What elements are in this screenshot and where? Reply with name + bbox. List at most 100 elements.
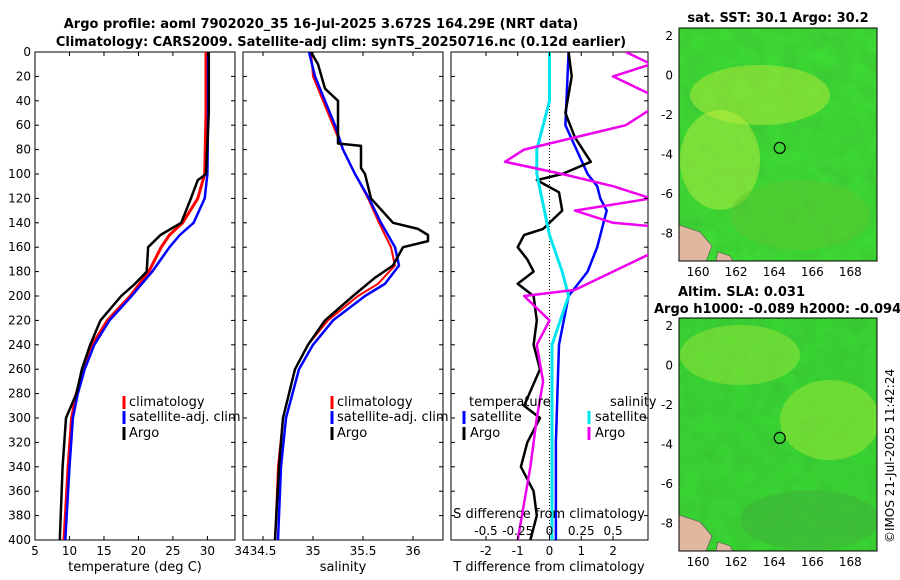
map-y-tick-label: 0: [665, 358, 673, 372]
series-line-temperature-satellite: [554, 52, 608, 540]
y-tick-label: 180: [8, 265, 31, 279]
y-tick-label: 200: [8, 289, 31, 303]
map-y-tick-label: -2: [661, 108, 673, 122]
map-y-tick-label: -4: [661, 437, 673, 451]
x-tick-label: 20: [131, 544, 146, 558]
map-y-tick-label: 0: [665, 68, 673, 82]
map-y-tick-label: -8: [661, 516, 673, 530]
x-tick-label: 30: [200, 544, 215, 558]
map-x-tick-label: 162: [725, 555, 748, 569]
y-tick-label: 80: [16, 143, 31, 157]
x-tick-label: 0: [546, 544, 554, 558]
series-line-argo: [58, 52, 211, 540]
map-x-tick-label: 168: [839, 555, 862, 569]
map-x-tick-label: 164: [763, 265, 786, 279]
y-tick-label: 220: [8, 313, 31, 327]
land-mass: [715, 541, 734, 551]
y-tick-label: 60: [16, 118, 31, 132]
y-tick-label: 0: [23, 45, 31, 59]
x-tick-label: 15: [96, 544, 111, 558]
x-tick-label: 10: [62, 544, 77, 558]
s-tick-label: 0.25: [568, 524, 595, 538]
x-tick-label: 34.5: [250, 544, 277, 558]
map-y-tick-label: -2: [661, 398, 673, 412]
x-tick-label: 36: [405, 544, 420, 558]
map-y-tick-label: 2: [665, 29, 673, 43]
land-mass: [679, 514, 713, 551]
land-mass: [679, 224, 713, 261]
argo-location-marker-sla: [773, 431, 786, 444]
sla-map-subtitle: Argo h1000: -0.089 h2000: -0.094: [654, 302, 900, 317]
map-x-tick-label: 164: [763, 555, 786, 569]
y-tick-label: 240: [8, 338, 31, 352]
series-line-satellite-adj-clim: [64, 52, 210, 540]
legend-label-sal-satellite: satellite: [595, 410, 647, 425]
x-tick-label: 35: [305, 544, 320, 558]
map-x-tick-label: 160: [687, 555, 710, 569]
x-tick-label: 2: [609, 544, 617, 558]
legend-label-climatology: climatology: [129, 395, 205, 410]
map-x-tick-label: 166: [801, 265, 824, 279]
salinity-axes: [242, 51, 444, 541]
sla-map-field: [679, 318, 877, 551]
figure-title-line1: Argo profile: aoml 7902020_35 16-Jul-202…: [64, 17, 579, 32]
s-tick-label: -0.25: [502, 524, 533, 538]
y-tick-label: 320: [8, 435, 31, 449]
map-y-tick-label: -4: [661, 147, 673, 161]
y-tick-label: 280: [8, 387, 31, 401]
land-mass: [715, 251, 734, 261]
map-y-tick-label: -6: [661, 477, 673, 491]
x-tick-label: 5: [31, 544, 39, 558]
legend-label-sal-argo: Argo: [595, 426, 625, 441]
y-tick-label: 20: [16, 69, 31, 83]
y-tick-label: 100: [8, 167, 31, 181]
y-tick-label: 380: [8, 509, 31, 523]
y-tick-label: 260: [8, 362, 31, 376]
sla-map-title: Altim. SLA: 0.031: [678, 285, 805, 300]
salinity-extra-left-label: 34: [234, 544, 249, 558]
x-tick-label: -1: [512, 544, 524, 558]
salinity-series-layer: [273, 52, 430, 540]
map-y-tick-label: 2: [665, 319, 673, 333]
series-line-climatology: [62, 52, 208, 540]
x-tick-label: 35.5: [350, 544, 377, 558]
y-tick-label: 300: [8, 411, 31, 425]
difference-xlabel: T difference from climatology: [452, 560, 645, 575]
legend-label-satellite: satellite-adj. clim: [337, 410, 449, 425]
y-tick-label: 160: [8, 240, 31, 254]
difference-legend: temperature salinity satellite Argo sate…: [462, 395, 657, 441]
y-tick-label: 40: [16, 94, 31, 108]
series-line-temperature-argo: [516, 52, 593, 540]
map-x-tick-label: 162: [725, 265, 748, 279]
map-x-tick-label: 160: [687, 265, 710, 279]
map-x-tick-label: 166: [801, 555, 824, 569]
legend-title-temperature: temperature: [469, 395, 551, 410]
s-tick-label: 0.5: [604, 524, 623, 538]
sst-map-axes: [678, 27, 878, 262]
legend-label-argo: Argo: [129, 426, 159, 441]
salinity-legend: climatology satellite-adj. clim Argo: [330, 395, 449, 441]
series-line-argo: [273, 52, 430, 540]
temperature-legend: climatology satellite-adj. clim Argo: [122, 395, 241, 441]
legend-label-temp-satellite: satellite: [470, 410, 522, 425]
x-tick-label: 1: [577, 544, 585, 558]
y-tick-label: 360: [8, 484, 31, 498]
legend-label-argo: Argo: [337, 426, 367, 441]
legend-title-salinity: salinity: [610, 395, 657, 410]
sst-map-title: sat. SST: 30.1 Argo: 30.2: [687, 11, 868, 26]
legend-label-satellite: satellite-adj. clim: [129, 410, 241, 425]
sst-map-field: [679, 28, 877, 261]
legend-label-climatology: climatology: [337, 395, 413, 410]
s-tick-label: 0: [546, 524, 554, 538]
x-tick-label: 25: [165, 544, 180, 558]
s-tick-label: -0.5: [474, 524, 497, 538]
argo-location-marker-sst: [773, 141, 786, 154]
y-tick-label: 340: [8, 460, 31, 474]
series-line-salinity-argo: [503, 52, 648, 540]
x-tick-label: -2: [480, 544, 492, 558]
legend-label-temp-argo: Argo: [470, 426, 500, 441]
temperature-series-layer: [58, 52, 211, 540]
y-tick-label: 120: [8, 191, 31, 205]
